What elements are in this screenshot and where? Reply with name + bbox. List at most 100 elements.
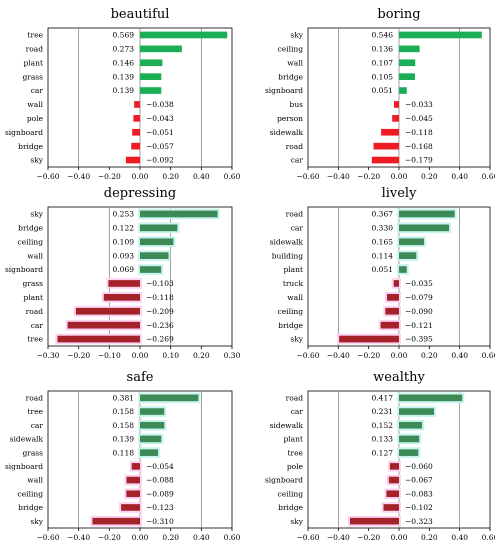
bar	[399, 266, 407, 273]
x-tick-label: 0.60	[224, 533, 241, 542]
x-tick-label: −0.60	[297, 172, 320, 181]
value-label: −0.067	[405, 476, 433, 485]
value-label: 0.330	[372, 223, 394, 232]
value-label: −0.269	[146, 335, 174, 344]
bar	[386, 490, 399, 497]
bar	[399, 46, 420, 53]
value-label: 0.133	[372, 435, 394, 444]
value-label: 0.146	[113, 58, 135, 67]
x-tick-label: −0.60	[37, 533, 60, 542]
category-label: car	[291, 407, 304, 416]
value-label: −0.035	[405, 279, 433, 288]
category-label: grass	[22, 448, 43, 457]
value-label: −0.323	[405, 517, 433, 526]
bar	[390, 463, 399, 470]
x-tick-label: −0.40	[327, 172, 350, 181]
value-label: −0.118	[405, 128, 433, 137]
panel-title: wealthy	[373, 370, 425, 385]
bar	[140, 225, 177, 232]
category-label: building	[272, 251, 303, 260]
value-label: −0.089	[146, 489, 174, 498]
x-tick-label: 0.20	[162, 172, 179, 181]
chart-panel-depressing: depressing sky 0.253 bridge 0.122 ceiling 0.10…	[5, 186, 241, 360]
bar	[399, 211, 455, 218]
value-label: −0.033	[405, 100, 433, 109]
category-label: truck	[283, 279, 304, 288]
category-label: ceiling	[278, 44, 304, 53]
category-label: wall	[27, 251, 43, 260]
panel-title: beautiful	[111, 7, 170, 22]
x-tick-label: 0.00	[391, 533, 408, 542]
category-label: signboard	[5, 128, 43, 137]
category-label: road	[26, 393, 44, 402]
value-label: −0.038	[146, 100, 174, 109]
category-label: wall	[287, 58, 303, 67]
bar	[140, 238, 173, 245]
value-label: 0.158	[113, 421, 135, 430]
panel-title: depressing	[104, 186, 176, 201]
bar	[399, 59, 415, 66]
bar	[140, 87, 161, 94]
bar	[387, 294, 399, 301]
category-label: sky	[290, 335, 303, 344]
x-tick-label: 0.10	[162, 351, 179, 360]
x-tick-label: −0.20	[98, 172, 121, 181]
category-label: road	[26, 44, 44, 53]
bar	[381, 129, 399, 136]
x-tick-label: −0.40	[327, 351, 350, 360]
value-label: −0.310	[146, 517, 174, 526]
value-label: 0.093	[113, 251, 135, 260]
category-label: bridge	[18, 223, 43, 232]
category-label: ceiling	[278, 489, 304, 498]
category-label: road	[26, 307, 44, 316]
bar	[126, 157, 140, 164]
category-label: tree	[28, 407, 44, 416]
bar	[140, 449, 158, 456]
category-label: bridge	[278, 72, 303, 81]
bar	[339, 336, 399, 343]
category-label: sidewalk	[270, 237, 304, 246]
category-label: pole	[287, 462, 304, 471]
category-label: signboard	[5, 462, 43, 471]
x-tick-label: 0.60	[482, 533, 495, 542]
value-label: 0.051	[372, 86, 393, 95]
x-tick-label: −0.60	[297, 533, 320, 542]
bar	[133, 115, 140, 122]
category-label: sky	[290, 31, 303, 40]
chart-panel-beautiful: beautiful tree 0.569 road 0.273 plant 0.146 gra…	[5, 7, 241, 181]
category-label: sky	[30, 156, 43, 165]
category-label: bridge	[278, 321, 303, 330]
category-label: road	[286, 210, 304, 219]
category-label: plant	[283, 265, 303, 274]
bar	[108, 280, 140, 287]
x-tick-label: 0.00	[132, 172, 149, 181]
bar	[399, 225, 449, 232]
bar	[140, 73, 161, 80]
value-label: −0.057	[146, 142, 174, 151]
bar	[385, 308, 399, 315]
category-label: grass	[22, 72, 43, 81]
bar	[399, 422, 422, 429]
bar	[104, 294, 140, 301]
bar	[399, 449, 418, 456]
value-label: −0.209	[146, 307, 174, 316]
x-tick-label: 0.60	[224, 172, 241, 181]
x-tick-label: 0.40	[451, 172, 468, 181]
value-label: 0.118	[113, 448, 135, 457]
value-label: −0.088	[146, 476, 174, 485]
x-tick-label: 0.60	[482, 351, 495, 360]
value-label: 0.127	[372, 448, 394, 457]
x-tick-label: −0.20	[357, 172, 380, 181]
value-label: 0.069	[113, 265, 135, 274]
value-label: 0.253	[113, 210, 135, 219]
category-label: bridge	[18, 142, 43, 151]
x-tick-label: 0.40	[451, 351, 468, 360]
value-label: −0.045	[405, 114, 433, 123]
value-label: −0.395	[405, 335, 433, 344]
value-label: −0.102	[405, 503, 433, 512]
value-label: 0.139	[113, 86, 135, 95]
bar	[372, 157, 399, 164]
panel-title: boring	[377, 7, 420, 22]
x-tick-label: −0.60	[297, 351, 320, 360]
